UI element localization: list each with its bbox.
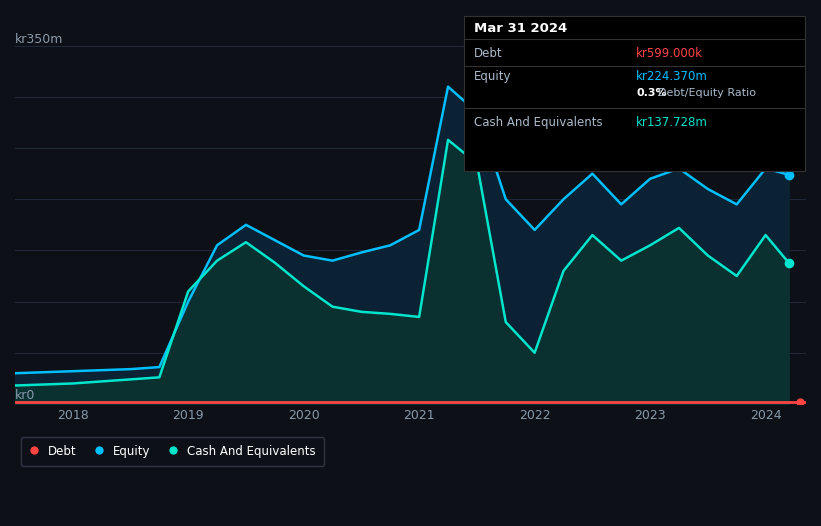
Text: kr224.370m: kr224.370m (636, 70, 709, 83)
Text: Cash And Equivalents: Cash And Equivalents (474, 116, 603, 129)
Text: Mar 31 2024: Mar 31 2024 (474, 22, 567, 35)
Text: kr137.728m: kr137.728m (636, 116, 709, 129)
Text: Debt: Debt (474, 47, 502, 60)
Text: 0.3%: 0.3% (636, 88, 667, 98)
Text: Debt/Equity Ratio: Debt/Equity Ratio (658, 88, 756, 98)
Text: kr0: kr0 (15, 389, 35, 402)
Legend: Debt, Equity, Cash And Equivalents: Debt, Equity, Cash And Equivalents (21, 437, 324, 466)
Text: Equity: Equity (474, 70, 511, 83)
Text: kr599.000k: kr599.000k (636, 47, 704, 60)
Text: kr350m: kr350m (15, 33, 63, 46)
